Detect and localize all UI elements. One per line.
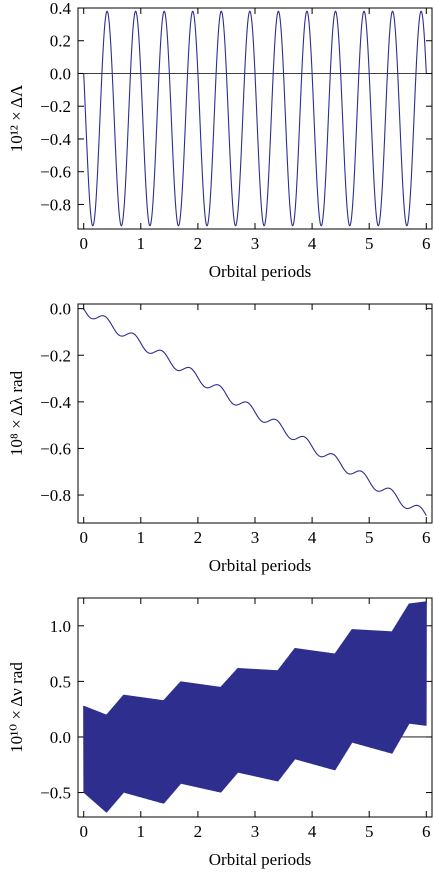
- y-tick-label: 0.0: [50, 64, 71, 83]
- x-tick-label: 6: [422, 528, 431, 547]
- y-axis-label: 10¹² × ΔΛ: [7, 84, 26, 152]
- x-tick-label: 4: [308, 234, 317, 253]
- x-tick-label: 2: [194, 528, 203, 547]
- y-tick-label: 0.2: [50, 32, 71, 51]
- x-tick-label: 5: [365, 528, 374, 547]
- x-tick-label: 2: [194, 822, 203, 841]
- x-tick-label: 3: [251, 822, 260, 841]
- data-band: [83, 601, 427, 813]
- chart-panel-1: 0 1 2 3 4 5 6 0.4 0.2 0.0 −0.2 −0.4 −0.6 −0.8 Orbital …: [7, 0, 433, 281]
- x-tick-label: 4: [308, 822, 317, 841]
- x-axis-label: Orbital periods: [209, 850, 311, 869]
- x-tick-label: 3: [251, 234, 260, 253]
- x-tick-label: 3: [251, 528, 260, 547]
- data-line: [83, 308, 427, 516]
- y-tick-label: −0.2: [40, 97, 71, 116]
- y-tick-label: −0.8: [40, 195, 71, 214]
- y-tick-label: −0.4: [40, 130, 71, 149]
- y-tick-label: −0.5: [40, 784, 71, 803]
- y-tick-label: 0.5: [50, 672, 71, 691]
- y-tick-label: 1.0: [50, 617, 71, 636]
- plot-frame: [77, 303, 433, 524]
- y-tick-label: −0.6: [40, 439, 71, 458]
- y-tick-label: −0.4: [40, 393, 71, 412]
- y-tick-label: −0.6: [40, 163, 71, 182]
- x-tick-label: 6: [422, 822, 431, 841]
- y-tick-label: −0.8: [40, 486, 71, 505]
- data-line: [83, 10, 427, 227]
- x-tick-label: 0: [79, 234, 88, 253]
- x-tick-label: 0: [79, 528, 88, 547]
- x-tick-label: 0: [79, 822, 88, 841]
- x-tick-label: 5: [365, 234, 374, 253]
- x-axis-label: Orbital periods: [209, 556, 311, 575]
- x-tick-label: 1: [137, 822, 146, 841]
- x-tick-label: 5: [365, 822, 374, 841]
- y-tick-label: −0.2: [40, 346, 71, 365]
- x-tick-label: 1: [137, 234, 146, 253]
- y-axis-label: 10⁸ × Δλ rad: [7, 370, 26, 456]
- y-tick-label: 0.4: [50, 0, 72, 18]
- y-axis-label: 10¹⁰ × Δν rad: [7, 662, 26, 753]
- plot-frame: [77, 7, 433, 230]
- x-tick-label: 4: [308, 528, 317, 547]
- chart-panel-3: 0 1 2 3 4 5 6 1.0 0.5 0.0 −0.5 Orbital periods 10¹⁰ …: [7, 597, 433, 869]
- chart-panel-2: 0 1 2 3 4 5 6 0.0 −0.2 −0.4 −0.6 −0.8 Orbital period…: [7, 300, 433, 575]
- x-tick-label: 1: [137, 528, 146, 547]
- x-tick-label: 2: [194, 234, 203, 253]
- x-tick-label: 6: [422, 234, 431, 253]
- y-tick-label: 0.0: [50, 728, 71, 747]
- y-tick-label: 0.0: [50, 300, 71, 319]
- x-axis-label: Orbital periods: [209, 262, 311, 281]
